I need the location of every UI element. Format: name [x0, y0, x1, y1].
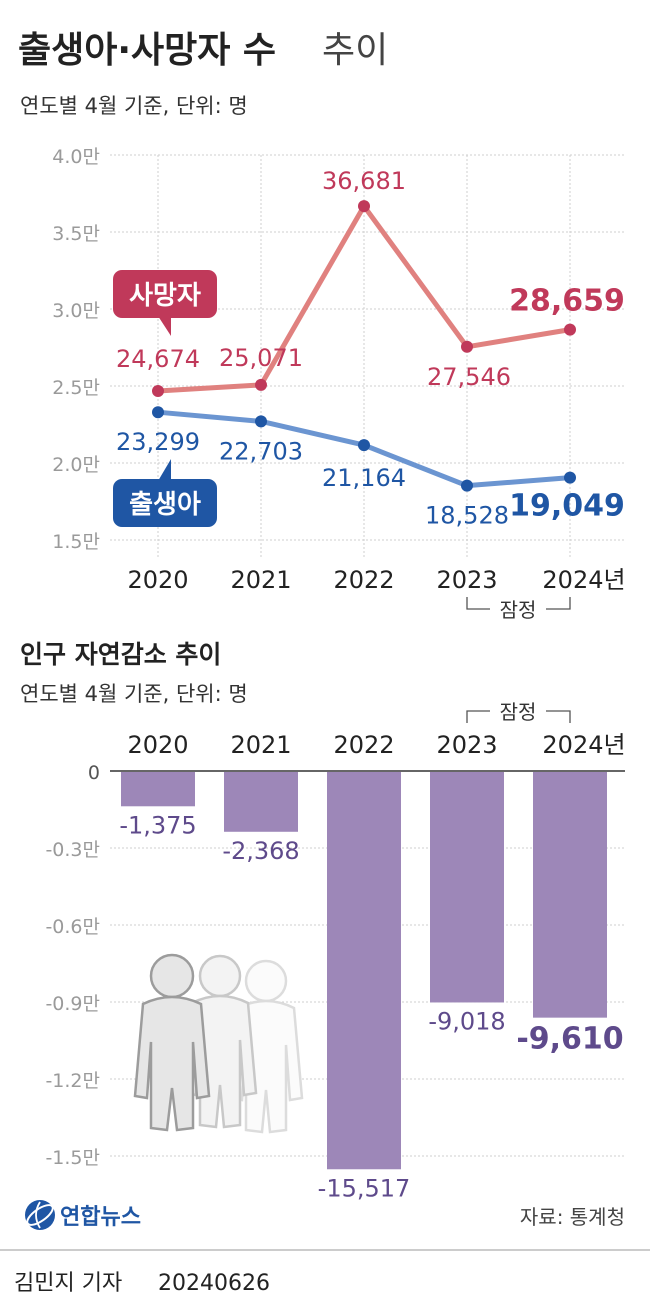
x-tick-label: 2021: [230, 566, 291, 594]
y-tick-label: -0.3만: [45, 839, 100, 861]
birth-death-line-chart: 4.0만 3.5만 3.0만 2.5만 2.0만 1.5만 2020 2021 2022 2023…: [52, 146, 625, 622]
legend-badge-births: [113, 479, 217, 527]
data-point: [358, 200, 370, 213]
data-label: 23,299: [116, 428, 200, 456]
bar-chart-title: 인구 자연감소 추이: [20, 640, 221, 669]
data-label: -2,368: [222, 837, 299, 865]
provisional-bracket: [466, 710, 571, 723]
x-tick-label: 2023: [436, 566, 497, 594]
legend-badge-deaths: [113, 270, 217, 318]
provisional-bracket: [466, 597, 571, 610]
credit-name: 김민지 기자: [14, 1271, 122, 1296]
x-tick-label: 2022: [333, 566, 394, 594]
data-label: 27,546: [427, 363, 511, 391]
y-tick-label: 4.0만: [52, 146, 100, 168]
people-silhouettes-icon: [133, 953, 304, 1134]
data-label: -9,610: [516, 1022, 623, 1057]
provisional-label: 잠정: [500, 598, 537, 622]
x-tick-label: 2020: [127, 566, 188, 594]
data-label: -9,018: [428, 1007, 505, 1035]
data-label: -15,517: [318, 1174, 411, 1202]
x-tick-label: 2022: [333, 731, 394, 759]
data-label: 22,703: [219, 437, 303, 465]
y-tick-label: -1.2만: [45, 1070, 100, 1092]
page-subtitle: 연도별 4월 기준, 단위: 명: [20, 94, 248, 118]
legend-label-deaths: 사망자: [129, 281, 201, 311]
x-tick-label: 2023: [436, 731, 497, 759]
data-point: [461, 479, 473, 492]
data-point: [255, 378, 267, 391]
bar: [430, 772, 504, 1003]
data-label: -1,375: [119, 811, 196, 839]
y-tick-label: -1.5만: [45, 1147, 100, 1169]
x-tick-label: 2024년: [542, 731, 625, 759]
data-point: [564, 323, 576, 336]
data-label: 28,659: [509, 284, 625, 319]
data-point: [255, 415, 267, 428]
data-label: 24,674: [116, 345, 200, 373]
data-label: 19,049: [509, 489, 625, 524]
y-tick-label: 2.5만: [52, 377, 100, 399]
y-tick-label: -0.9만: [45, 993, 100, 1015]
y-tick-label: 0: [88, 762, 100, 784]
bar-chart-subtitle: 연도별 4월 기준, 단위: 명: [20, 682, 248, 706]
data-point: [152, 385, 164, 398]
data-point: [564, 471, 576, 484]
y-tick-label: 1.5만: [52, 531, 100, 553]
legend-label-births: 출생아: [129, 490, 201, 520]
x-tick-label: 2021: [230, 731, 291, 759]
y-tick-label: -0.6만: [45, 916, 100, 938]
bar: [121, 772, 195, 807]
y-tick-label: 3.0만: [52, 300, 100, 322]
bar: [327, 772, 401, 1170]
natural-decrease-bar-chart: 0 -0.3만 -0.6만 -0.9만 -1.2만 -1.5만 2020 2021 2022 20…: [45, 700, 625, 1202]
credit-date: 20240626: [158, 1271, 270, 1296]
data-label: 21,164: [322, 464, 406, 492]
yonhap-globe-logo-icon: [25, 1200, 55, 1230]
legend-pointer-births: [158, 459, 171, 481]
source-text: 자료: 통계청: [520, 1205, 625, 1229]
brand-name: 연합뉴스: [60, 1204, 141, 1230]
data-point: [152, 406, 164, 419]
page-title: 출생아·사망자 수: [18, 30, 276, 71]
data-point: [461, 340, 473, 353]
data-label: 18,528: [425, 502, 509, 530]
page-title-light: 추이: [322, 30, 388, 71]
y-tick-label: 3.5만: [52, 223, 100, 245]
bar: [533, 772, 607, 1018]
legend-pointer-deaths: [158, 316, 171, 336]
data-point: [358, 439, 370, 452]
provisional-label: 잠정: [500, 700, 537, 724]
x-tick-label: 2020: [127, 731, 188, 759]
data-label: 36,681: [322, 167, 406, 195]
data-label: 25,071: [219, 344, 303, 372]
bar: [224, 772, 298, 832]
y-tick-label: 2.0만: [52, 454, 100, 476]
x-tick-label: 2024년: [542, 566, 625, 594]
